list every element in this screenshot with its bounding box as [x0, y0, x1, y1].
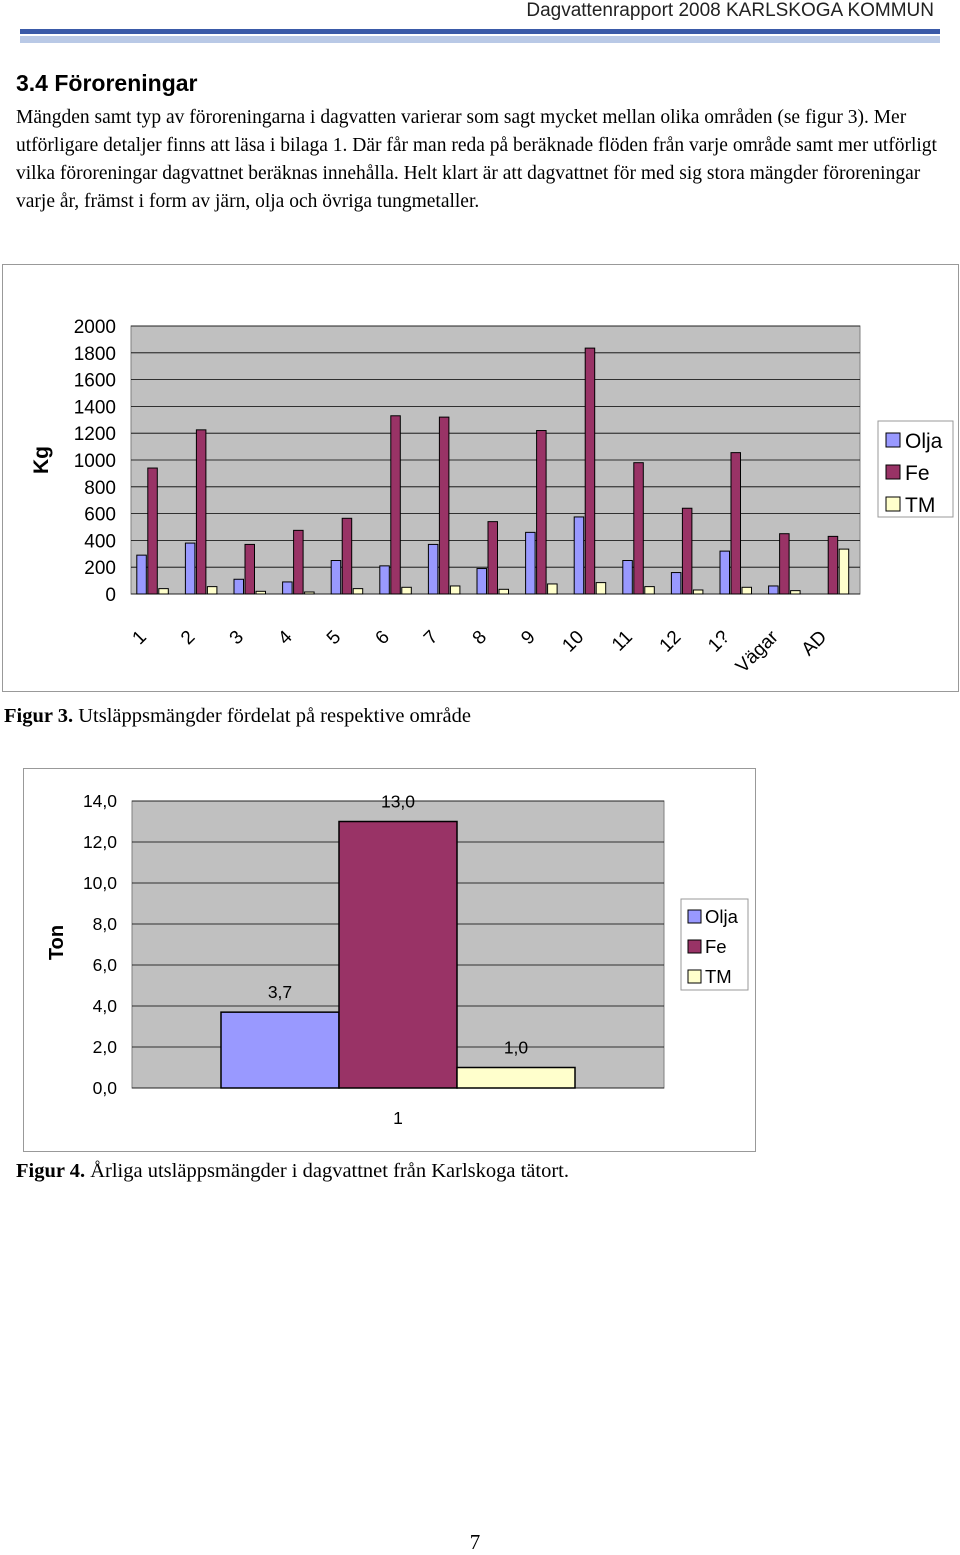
y-tick-label: 1400 — [74, 397, 116, 418]
header-rule-light — [20, 36, 940, 43]
bar-tm — [790, 590, 801, 595]
y-tick-label: 200 — [84, 558, 116, 579]
bar-tm — [498, 588, 509, 595]
bar-olja — [768, 585, 779, 595]
y-tick-label: 0,0 — [93, 1078, 118, 1098]
bar-tm — [838, 548, 850, 595]
legend-swatch-tm — [885, 496, 901, 512]
legend-label-tm: TM — [905, 494, 935, 517]
y-tick-label: 1600 — [74, 371, 116, 392]
figure-4-label: Figur 4. — [16, 1160, 86, 1182]
y-tick-label: 14,0 — [83, 791, 117, 811]
bar-tm — [401, 586, 412, 595]
bar-fe — [195, 429, 207, 595]
bar-tm — [304, 591, 315, 595]
bar-olja — [282, 581, 293, 595]
bar-fe — [390, 415, 401, 595]
legend-swatch-olja — [687, 909, 702, 924]
bar-fe — [338, 820, 458, 1089]
bar-tm — [547, 583, 558, 595]
bar-tm — [158, 588, 169, 595]
bar-olja — [330, 560, 342, 595]
bar-tm — [206, 586, 218, 595]
bar-fe — [244, 543, 255, 595]
bar-olja — [525, 531, 536, 595]
legend-swatch-tm — [687, 969, 702, 984]
legend-label-olja: Olja — [705, 906, 739, 927]
figure-4-caption: Figur 4. Årliga utsläppsmängder i dagvat… — [16, 1160, 569, 1183]
legend-label-olja: Olja — [905, 430, 943, 453]
y-tick-label: 12,0 — [83, 832, 117, 852]
y-tick-label: 1200 — [74, 424, 116, 445]
bar-fe — [779, 533, 790, 595]
y-tick-label: 2,0 — [93, 1037, 118, 1057]
y-axis-label: Kg — [30, 446, 53, 474]
bar-fe — [341, 517, 353, 595]
bar-fe — [487, 521, 498, 595]
legend-swatch-olja — [885, 432, 901, 448]
bar-olja — [379, 565, 390, 595]
bar-fe — [536, 430, 547, 595]
section-heading: 3.4 Föroreningar — [16, 70, 198, 96]
bar-olja — [220, 1011, 340, 1089]
body-paragraph: Mängden samt typ av föroreningarna i dag… — [16, 107, 937, 212]
y-tick-label: 800 — [84, 478, 116, 499]
legend-label-tm: TM — [705, 966, 732, 987]
bar-tm — [595, 582, 607, 595]
bar-fe — [293, 529, 304, 595]
bar-fe — [147, 467, 158, 595]
bar-tm — [255, 590, 266, 595]
data-label-olja: 3,7 — [268, 982, 292, 1002]
figure-3-label: Figur 3. — [4, 705, 74, 727]
bar-fe — [438, 416, 450, 595]
legend-swatch-fe — [885, 464, 901, 480]
figure-3-text: Utsläppsmängder fördelat på respektive o… — [73, 705, 472, 727]
bar-tm — [692, 589, 704, 595]
bar-olja — [427, 543, 439, 595]
bar-olja — [719, 550, 730, 595]
bar-olja — [573, 516, 585, 595]
page-number: 7 — [469, 1530, 481, 1554]
bar-fe — [730, 452, 741, 595]
bar-tm — [449, 585, 461, 595]
chart-figure-3: 2000180016001400120010008006004002000Kg1… — [2, 264, 959, 692]
header-rule — [20, 29, 940, 34]
y-tick-label: 0 — [105, 585, 116, 606]
data-label-fe: 13,0 — [381, 792, 415, 812]
bar-fe — [827, 535, 839, 595]
bar-olja — [136, 554, 147, 595]
bar-olja — [670, 572, 682, 595]
bar-tm — [741, 586, 752, 595]
y-tick-label: 8,0 — [93, 914, 118, 934]
bar-olja — [622, 560, 633, 595]
bar-olja — [184, 542, 196, 595]
bar-fe — [584, 347, 596, 595]
y-tick-label: 1800 — [74, 344, 116, 365]
y-tick-label: 4,0 — [93, 996, 118, 1016]
figure-4-text: Årliga utsläppsmängder i dagvattnet från… — [85, 1160, 569, 1182]
chart-figure-4: 14,0 12,0 10,0 8,0 6,0 4,0 2,0 0,0 Ton 3,7 13,0 1,0… — [23, 768, 756, 1152]
y-tick-label: 6,0 — [93, 955, 118, 975]
bar-tm — [644, 586, 655, 595]
figure-3-caption: Figur 3. Utsläppsmängder fördelat på res… — [4, 705, 471, 728]
bar-fe — [633, 462, 644, 595]
bar-tm — [456, 1066, 576, 1089]
y-tick-label: 10,0 — [83, 873, 117, 893]
y-tick-label: 400 — [84, 531, 116, 552]
x-tick-label: 1 — [393, 1108, 403, 1128]
y-tick-label: 2000 — [74, 317, 116, 338]
legend-label-fe: Fe — [705, 936, 727, 957]
legend-label-fe: Fe — [905, 462, 930, 485]
bar-fe — [681, 507, 693, 595]
bar-olja — [233, 578, 244, 595]
legend-swatch-fe — [687, 939, 702, 954]
y-tick-label: 600 — [84, 505, 116, 526]
data-label-tm: 1,0 — [504, 1038, 529, 1058]
y-axis-label: Ton — [46, 925, 68, 960]
bar-olja — [476, 568, 487, 595]
y-tick-label: 1000 — [74, 451, 116, 472]
header-title: Dagvattenrapport 2008 KARLSKOGA KOMMUN — [526, 0, 934, 21]
bar-tm — [352, 588, 364, 595]
